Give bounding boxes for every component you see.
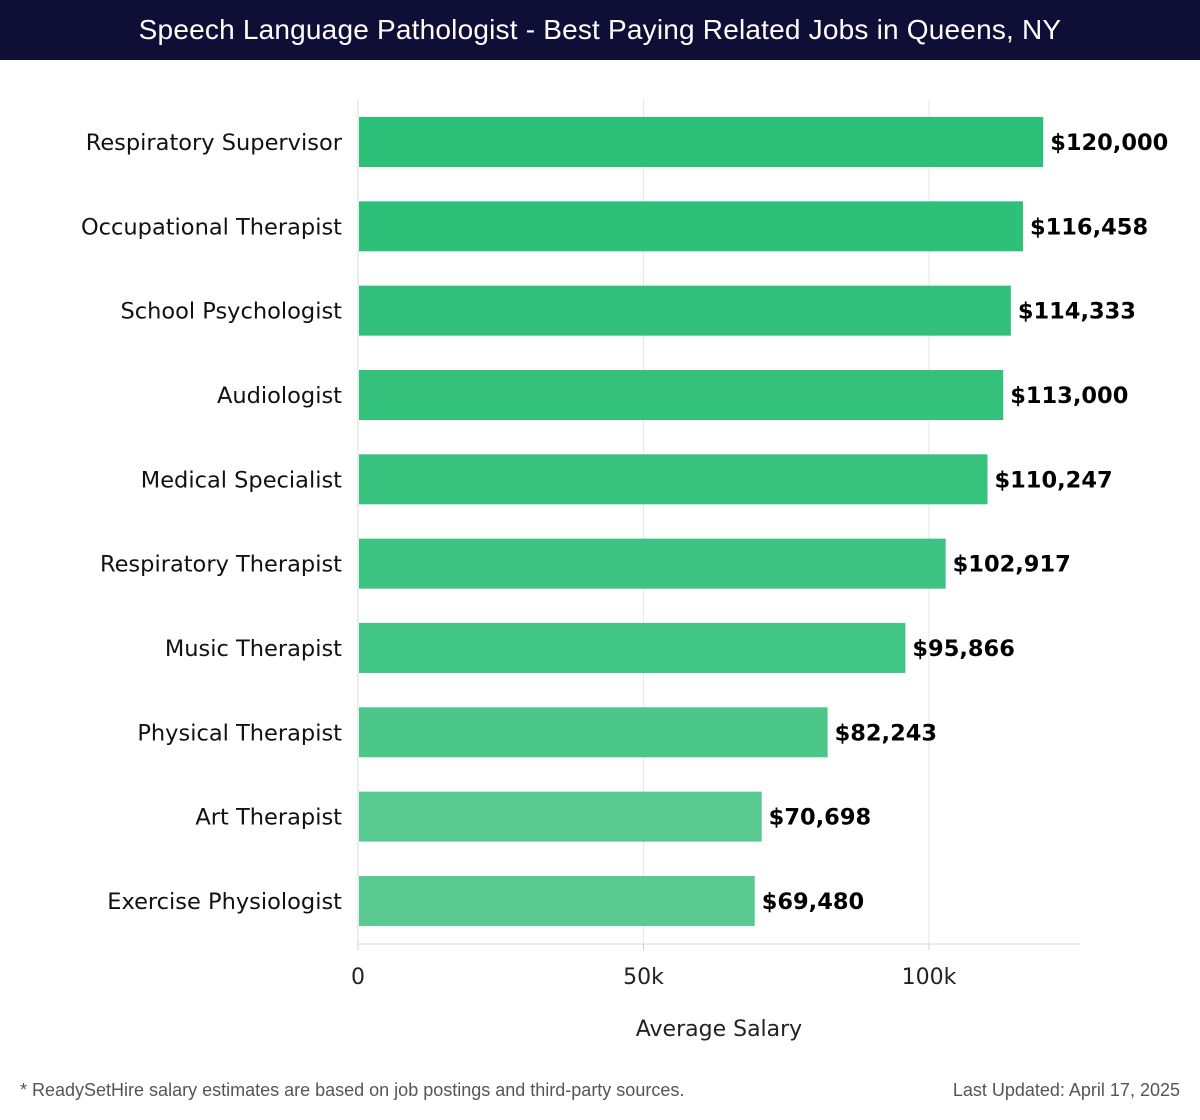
- footer-note: * ReadySetHire salary estimates are base…: [20, 1080, 685, 1100]
- bar: [359, 622, 906, 673]
- bar-chart: 0 50k 100k Average Salary Respiratory Superv…: [81, 100, 1168, 1042]
- category-label: Medical Specialist: [141, 467, 342, 493]
- value-label: $95,866: [912, 636, 1014, 662]
- category-label: Physical Therapist: [137, 720, 342, 746]
- bar: [359, 369, 1004, 420]
- category-label: Exercise Physiologist: [107, 889, 342, 915]
- category-label: Respiratory Supervisor: [86, 130, 343, 156]
- value-label: $120,000: [1050, 130, 1168, 156]
- x-tick-label: 0: [351, 965, 365, 990]
- category-label: Art Therapist: [195, 805, 342, 831]
- category-label: Music Therapist: [165, 636, 342, 662]
- value-label: $110,247: [995, 467, 1113, 493]
- chart-title: Speech Language Pathologist - Best Payin…: [138, 14, 1062, 45]
- bar: [359, 454, 988, 505]
- x-tick-label: 50k: [623, 965, 664, 990]
- category-label: Occupational Therapist: [81, 214, 342, 240]
- category-label: Audiologist: [217, 383, 342, 409]
- value-label: $102,917: [953, 552, 1071, 578]
- bar: [359, 117, 1044, 167]
- last-updated: Last Updated: April 17, 2025: [952, 1080, 1180, 1100]
- x-axis-title: Average Salary: [636, 1017, 802, 1042]
- bar: [359, 875, 755, 926]
- category-label: Respiratory Therapist: [100, 552, 342, 578]
- chart-header: Speech Language Pathologist - Best Payin…: [0, 0, 1200, 60]
- value-label: $82,243: [835, 720, 937, 746]
- bar: [359, 285, 1011, 336]
- x-tick-label: 100k: [902, 965, 957, 990]
- value-label: $70,698: [769, 805, 871, 831]
- bar: [359, 201, 1023, 252]
- bar: [359, 707, 828, 758]
- value-label: $113,000: [1010, 383, 1128, 409]
- value-label: $116,458: [1030, 214, 1148, 240]
- bar: [359, 791, 762, 842]
- value-label: $69,480: [762, 889, 864, 915]
- bar: [359, 538, 946, 589]
- value-label: $114,333: [1018, 299, 1136, 325]
- category-label: School Psychologist: [120, 299, 342, 325]
